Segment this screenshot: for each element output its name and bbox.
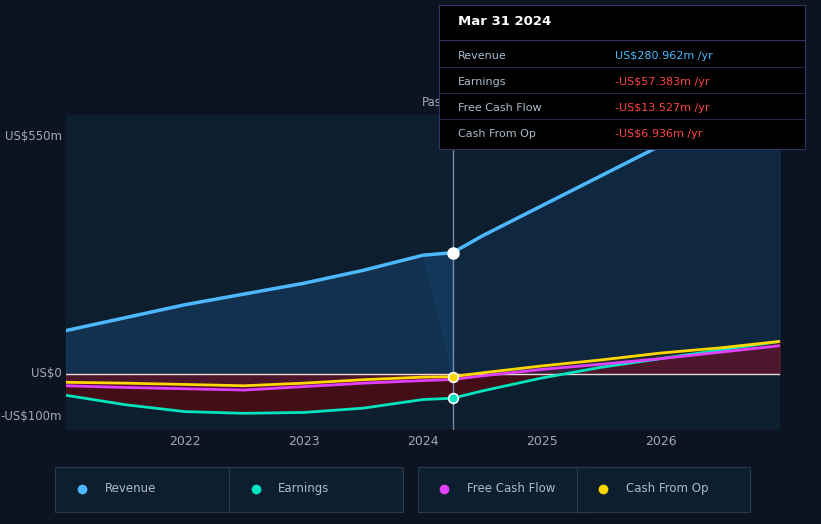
Text: -US$13.527m /yr: -US$13.527m /yr: [615, 103, 709, 113]
FancyBboxPatch shape: [56, 467, 229, 512]
FancyBboxPatch shape: [229, 467, 403, 512]
Text: Revenue: Revenue: [457, 51, 507, 61]
Text: -US$57.383m /yr: -US$57.383m /yr: [615, 78, 709, 88]
Text: US$280.962m /yr: US$280.962m /yr: [615, 51, 713, 61]
Text: Cash From Op: Cash From Op: [457, 129, 535, 139]
Text: Free Cash Flow: Free Cash Flow: [467, 482, 556, 495]
Text: -US$100m: -US$100m: [1, 410, 62, 423]
Text: Free Cash Flow: Free Cash Flow: [457, 103, 541, 113]
Text: Earnings: Earnings: [278, 482, 330, 495]
Text: Mar 31 2024: Mar 31 2024: [457, 15, 551, 28]
Text: -US$6.936m /yr: -US$6.936m /yr: [615, 129, 702, 139]
Text: Analysts Forecasts: Analysts Forecasts: [462, 96, 572, 109]
Text: Earnings: Earnings: [457, 78, 506, 88]
Text: US$550m: US$550m: [5, 130, 62, 144]
Text: Cash From Op: Cash From Op: [626, 482, 709, 495]
Text: Past: Past: [422, 96, 447, 109]
Text: US$0: US$0: [31, 367, 62, 380]
FancyBboxPatch shape: [418, 467, 592, 512]
FancyBboxPatch shape: [576, 467, 750, 512]
Text: Revenue: Revenue: [104, 482, 156, 495]
